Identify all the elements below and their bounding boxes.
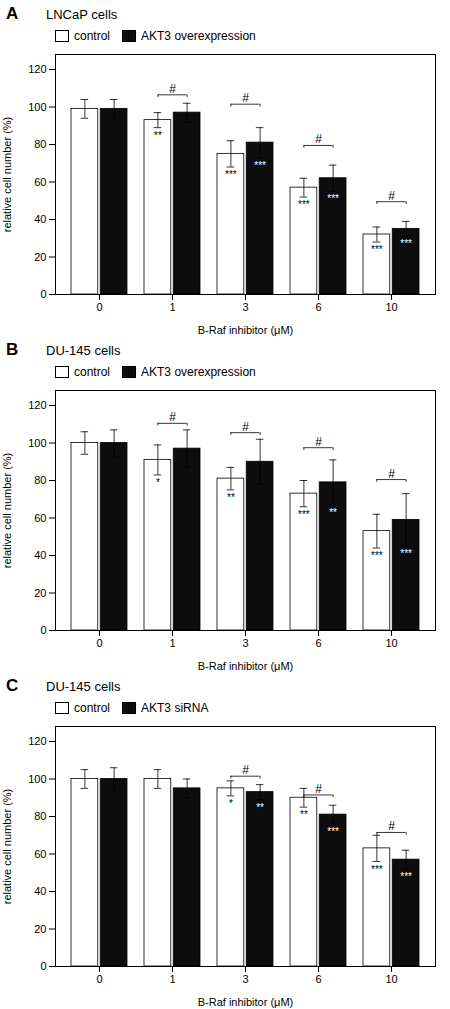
- svg-text:1: 1: [169, 973, 175, 985]
- svg-text:40: 40: [34, 213, 46, 225]
- html-text:DU-145 cells: DU-145 cells: [46, 343, 121, 358]
- html-text:LNCaP cells: LNCaP cells: [46, 7, 118, 22]
- svg-text:0: 0: [40, 288, 46, 300]
- svg-text:40: 40: [34, 549, 46, 561]
- svg-text:#: #: [315, 132, 322, 146]
- svg-text:B-Raf inhibitor (μM): B-Raf inhibitor (μM): [198, 660, 294, 672]
- svg-text:0: 0: [40, 960, 46, 972]
- html-text:AKT3 overexpression: AKT3 overexpression: [141, 365, 256, 379]
- svg-text:***: ***: [327, 193, 339, 204]
- svg-text:***: ***: [225, 169, 237, 180]
- svg-text:10: 10: [385, 973, 397, 985]
- svg-text:***: ***: [371, 244, 383, 255]
- svg-text:100: 100: [28, 437, 46, 449]
- svg-text:40: 40: [34, 885, 46, 897]
- svg-text:6: 6: [315, 637, 321, 649]
- html-text:control: control: [74, 365, 110, 379]
- svg-text:6: 6: [315, 973, 321, 985]
- svg-text:60: 60: [34, 512, 46, 524]
- svg-text:0: 0: [96, 973, 102, 985]
- svg-text:6: 6: [315, 301, 321, 313]
- svg-text:80: 80: [34, 138, 46, 150]
- svg-text:80: 80: [34, 474, 46, 486]
- svg-text:B-Raf inhibitor (μM): B-Raf inhibitor (μM): [198, 996, 294, 1008]
- svg-text:***: ***: [400, 238, 412, 249]
- svg-text:3: 3: [242, 637, 248, 649]
- svg-text:0: 0: [96, 637, 102, 649]
- svg-text:***: ***: [298, 509, 310, 520]
- svg-text:relative cell number (%): relative cell number (%): [1, 789, 13, 905]
- svg-text:100: 100: [28, 773, 46, 785]
- svg-text:120: 120: [28, 63, 46, 75]
- svg-text:0: 0: [40, 624, 46, 636]
- svg-text:#: #: [315, 782, 322, 796]
- svg-text:3: 3: [242, 301, 248, 313]
- html-text:A: A: [6, 4, 19, 23]
- svg-text:***: ***: [327, 826, 339, 837]
- svg-text:#: #: [242, 420, 249, 434]
- svg-text:20: 20: [34, 587, 46, 599]
- svg-text:#: #: [388, 189, 395, 203]
- html-text:DU-145 cells: DU-145 cells: [46, 679, 121, 694]
- svg-text:#: #: [315, 435, 322, 449]
- svg-text:10: 10: [385, 637, 397, 649]
- svg-text:***: ***: [298, 199, 310, 210]
- svg-text:**: **: [227, 492, 235, 503]
- svg-text:**: **: [154, 130, 162, 141]
- html-text:B: B: [6, 340, 19, 359]
- svg-text:**: **: [256, 802, 264, 813]
- svg-text:**: **: [300, 809, 308, 820]
- svg-text:***: ***: [371, 864, 383, 875]
- svg-text:1: 1: [169, 637, 175, 649]
- svg-text:0: 0: [96, 301, 102, 313]
- svg-text:***: ***: [254, 160, 266, 171]
- svg-text:*: *: [156, 477, 160, 488]
- svg-text:10: 10: [385, 301, 397, 313]
- svg-text:relative cell number (%): relative cell number (%): [1, 453, 13, 569]
- svg-text:B-Raf inhibitor (μM): B-Raf inhibitor (μM): [198, 324, 294, 336]
- svg-text:20: 20: [34, 923, 46, 935]
- svg-text:1: 1: [169, 301, 175, 313]
- svg-text:#: #: [242, 763, 249, 777]
- svg-text:relative cell number (%): relative cell number (%): [1, 117, 13, 233]
- svg-text:#: #: [242, 91, 249, 105]
- svg-text:100: 100: [28, 101, 46, 113]
- html-text:C: C: [6, 676, 19, 695]
- html-text:AKT3 overexpression: AKT3 overexpression: [141, 29, 256, 43]
- svg-text:3: 3: [242, 973, 248, 985]
- svg-text:#: #: [388, 819, 395, 833]
- svg-text:**: **: [329, 507, 337, 518]
- svg-text:120: 120: [28, 399, 46, 411]
- svg-text:#: #: [169, 82, 176, 96]
- svg-text:***: ***: [371, 550, 383, 561]
- svg-text:***: ***: [400, 871, 412, 882]
- html-text:control: control: [74, 29, 110, 43]
- svg-text:#: #: [388, 467, 395, 481]
- html-text:AKT3 siRNA: AKT3 siRNA: [141, 701, 209, 715]
- svg-text:120: 120: [28, 735, 46, 747]
- svg-text:80: 80: [34, 810, 46, 822]
- svg-text:#: #: [169, 410, 176, 424]
- svg-text:60: 60: [34, 176, 46, 188]
- svg-text:20: 20: [34, 251, 46, 263]
- svg-text:*: *: [229, 798, 233, 809]
- html-text:control: control: [74, 701, 110, 715]
- svg-text:***: ***: [400, 548, 412, 559]
- svg-text:60: 60: [34, 848, 46, 860]
